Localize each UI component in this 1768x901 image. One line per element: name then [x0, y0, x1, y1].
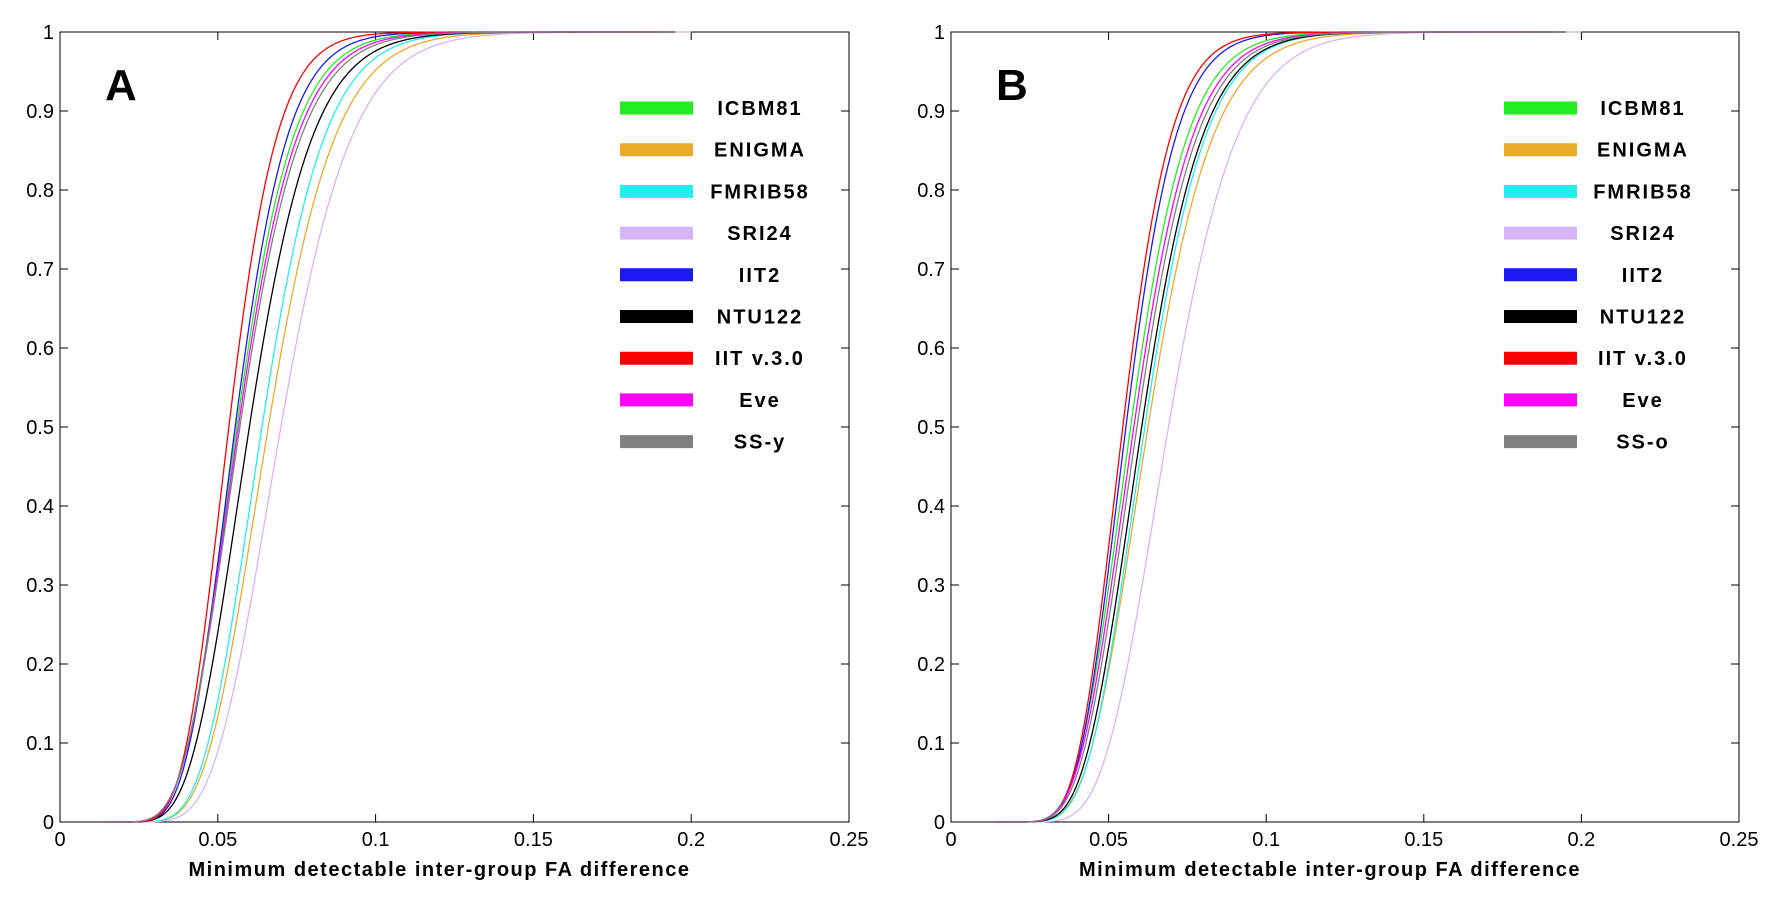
legend-label-eve: Eve	[739, 390, 781, 412]
y-tick-label: 0.1	[26, 733, 54, 755]
y-tick-label: 0.2	[917, 654, 945, 676]
legend-label-ntu122: NTU122	[1600, 307, 1686, 329]
x-tick-label: 0.15	[1404, 829, 1443, 851]
panel-letter: B	[996, 61, 1028, 110]
y-tick-label: 0.5	[917, 417, 945, 439]
panel-b: 0 0.05 0.1 0.15 0.2 0.25 0 0.1 0.2 0.3 0.4 0.5 0.6 0.…	[917, 22, 1758, 881]
y-tick-label: 1	[43, 22, 54, 44]
x-tick-label: 0.1	[362, 829, 390, 851]
x-tick-label: 0.25	[830, 829, 869, 851]
legend-label-fmrib58: FMRIB58	[710, 181, 810, 203]
legend-label-iit2: IIT2	[739, 265, 781, 287]
legend-label-ntu122: NTU122	[717, 307, 803, 329]
y-tick-label: 0.8	[917, 180, 945, 202]
x-tick-label: 0.25	[1720, 829, 1759, 851]
y-tick-label: 0.8	[26, 180, 54, 202]
panel-letter: A	[105, 61, 137, 110]
legend-label-iit-v-3-0: IIT v.3.0	[715, 348, 805, 370]
x-tick-label: 0.05	[1089, 829, 1128, 851]
y-tick-label: 0.1	[917, 733, 945, 755]
y-tick-label: 0.4	[26, 496, 54, 518]
legend-label-icbm81: ICBM81	[717, 98, 802, 120]
x-tick-label: 0	[54, 829, 65, 851]
y-tick-label: 0.4	[917, 496, 945, 518]
legend-label-sri24: SRI24	[727, 223, 793, 245]
series-line-ss-y	[101, 31, 676, 823]
axes-box	[59, 31, 850, 823]
series-line-ss-o	[991, 31, 1566, 823]
y-tick-label: 0.6	[917, 338, 945, 360]
x-tick-label: 0.05	[198, 829, 237, 851]
legend-label-iit-v-3-0: IIT v.3.0	[1598, 348, 1688, 370]
legend-label-sri24: SRI24	[1610, 223, 1676, 245]
y-tick-label: 0	[43, 812, 54, 834]
legend-label-enigma: ENIGMA	[1597, 140, 1689, 162]
y-tick-label: 0.3	[917, 575, 945, 597]
y-tick-label: 0.7	[917, 259, 945, 281]
x-tick-label: 0.15	[514, 829, 553, 851]
y-tick-label: 0.3	[26, 575, 54, 597]
x-axis-label: Minimum detectable inter-group FA differ…	[189, 859, 691, 881]
panel-a: 0 0.05 0.1 0.15 0.2 0.25 0 0.1 0.2 0.3 0.4 0.5 0.6 0.…	[26, 22, 868, 881]
y-tick-label: 0.5	[26, 417, 54, 439]
legend-label-icbm81: ICBM81	[1600, 98, 1685, 120]
legend-label-iit2: IIT2	[1622, 265, 1664, 287]
axes-box	[950, 31, 1740, 823]
legend-label-ss-y: SS-y	[734, 432, 786, 454]
y-tick-label: 0	[934, 812, 945, 834]
x-tick-label: 0.2	[677, 829, 705, 851]
y-tick-label: 0.9	[917, 101, 945, 123]
legend-label-enigma: ENIGMA	[714, 140, 806, 162]
y-tick-label: 0.7	[26, 259, 54, 281]
y-tick-label: 0.6	[26, 338, 54, 360]
legend-label-eve: Eve	[1622, 390, 1664, 412]
x-axis-label: Minimum detectable inter-group FA differ…	[1079, 859, 1581, 881]
x-tick-label: 0	[945, 829, 956, 851]
y-tick-label: 0.2	[26, 654, 54, 676]
y-tick-label: 0.9	[26, 101, 54, 123]
legend-label-fmrib58: FMRIB58	[1593, 181, 1693, 203]
legend-label-ss-o: SS-o	[1616, 432, 1670, 454]
x-tick-label: 0.2	[1567, 829, 1595, 851]
y-tick-label: 1	[934, 22, 945, 44]
x-tick-label: 0.1	[1252, 829, 1280, 851]
